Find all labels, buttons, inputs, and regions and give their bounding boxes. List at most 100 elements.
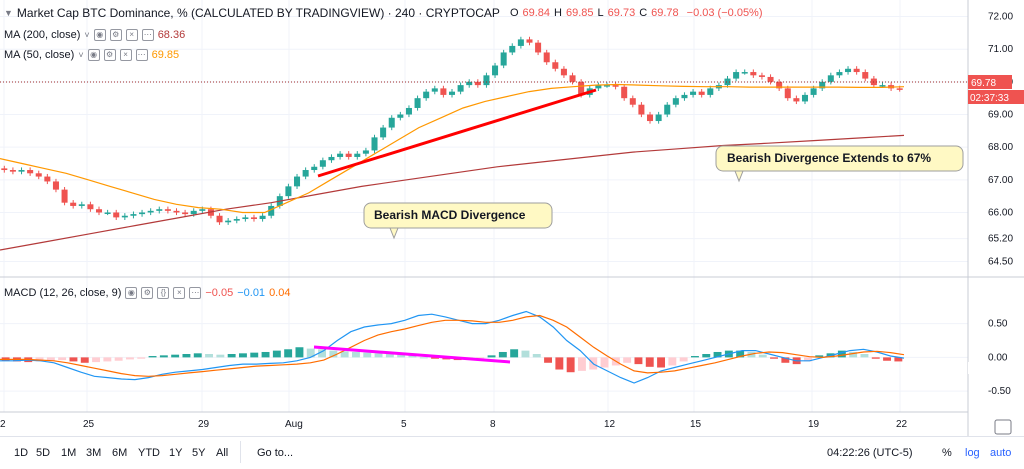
close-icon[interactable]: × [119,49,132,61]
macd-histogram-bar [238,353,247,358]
macd-histogram-bar [137,357,146,359]
ma50-label: MA (50, close) [4,49,75,61]
ohlc-o: 69.84 [522,7,551,19]
candle [552,62,559,69]
price-trendline [317,88,597,178]
candle [535,42,542,53]
time-tick-label: 29 [198,419,210,430]
range-6m[interactable]: 6M [112,447,128,459]
macd-histogram-bar [487,355,496,358]
callout1-text[interactable]: Bearish MACD Divergence [374,208,526,222]
candle [52,181,59,190]
auto-toggle[interactable]: auto [990,447,1012,459]
goto-button[interactable]: Go to... [257,447,294,459]
candle [690,91,697,95]
collapse-icon[interactable]: ▼ [4,8,13,18]
macd-histogram-bar [284,349,293,358]
time-tick-label: 22 [896,419,908,430]
ma50-value: 69.85 [151,49,180,61]
candle [681,94,688,99]
price-tick-label: 69.00 [988,110,1013,121]
macd-histogram-bar [736,350,745,358]
callout2-text[interactable]: Bearish Divergence Extends to 67% [727,151,932,165]
clock-time[interactable]: 04:22:26 (UTC-5) [827,447,913,459]
candle [259,215,266,220]
close-icon[interactable]: × [173,287,186,299]
macd-histogram-bar [58,357,67,361]
ma200-legend[interactable]: MA (200, close) ˅ ◉ ⚙ × ⋯ 68.36 [4,28,185,42]
macd-histogram-bar [295,347,304,358]
ohlc-l: 69.73 [607,7,636,19]
settings-icon[interactable]: ⚙ [109,29,122,41]
candle [758,75,765,77]
close-icon[interactable]: × [125,29,138,41]
macd-value: −0.01 [237,287,266,299]
macd-histogram-bar [702,354,711,358]
time-tick-label: Aug [285,419,303,430]
range-divider [240,441,241,463]
candle [707,88,714,95]
settings-icon[interactable]: ⚙ [141,287,154,299]
candle [78,204,85,206]
more-icon[interactable]: ⋯ [189,287,202,299]
range-all[interactable]: All [216,447,229,459]
range-1m[interactable]: 1M [61,447,77,459]
ma50-legend[interactable]: MA (50, close) ˅ ◉ ⚙ × ⋯ 69.85 [4,48,179,62]
macd-histogram-bar [351,351,360,358]
time-axis: 2 25 29 Aug 5 8 12 15 19 22 [0,419,908,430]
macd-last-badge [968,362,1008,374]
candle [578,81,585,95]
candle [182,212,189,215]
macd-histogram-bar [690,356,699,358]
macd-histogram-bar [713,351,722,358]
visibility-icon[interactable]: ◉ [87,49,100,61]
time-tick-label: 2 [0,419,6,430]
chevron-down-icon[interactable]: ˅ [78,50,84,60]
ohlc-c-label: C [639,7,648,19]
candle [526,39,533,43]
macd-histogram-bar [329,350,338,358]
symbol-title[interactable]: Market Cap BTC Dominance, % (CALCULATED … [16,6,500,20]
callout1-tail [389,227,399,240]
range-1y[interactable]: 1Y [169,447,183,459]
source-code-icon[interactable]: {} [157,287,170,299]
candle [595,85,602,89]
range-1d[interactable]: 1D [14,447,29,459]
price-tick-label: 67.00 [988,175,1013,186]
candle [362,150,369,154]
candle [250,217,257,220]
candle [311,166,318,171]
candle [543,52,550,63]
candle [621,86,628,99]
macd-legend[interactable]: MACD (12, 26, close, 9) ◉ ⚙ {} × ⋯ −0.05… [4,286,290,300]
ohlc-c: 69.78 [651,7,679,19]
macd-histogram-bar [555,357,564,370]
more-icon[interactable]: ⋯ [135,49,148,61]
visibility-icon[interactable]: ◉ [93,29,106,41]
settings-icon[interactable]: ⚙ [103,49,116,61]
more-icon[interactable]: ⋯ [141,29,154,41]
range-5d[interactable]: 5D [36,447,51,459]
candle [698,91,705,95]
chart-canvas[interactable]: 72.0071.0070.0069.0068.0067.0066.0065.20… [0,0,1024,436]
candle [9,170,16,172]
macd-tick-label: 0.00 [988,352,1008,363]
time-tick-label: 5 [401,419,407,430]
percent-toggle[interactable]: % [942,447,952,459]
candle [18,170,25,172]
candle [121,215,128,218]
range-5y[interactable]: 5Y [192,447,206,459]
price-tick-label: 66.00 [988,207,1013,218]
log-toggle[interactable]: log [965,447,980,459]
ma50-line [0,83,905,214]
macd-histogram-bar [80,357,89,363]
macd-histogram-bar [227,354,236,358]
scroll-to-end-button[interactable] [994,419,1012,435]
macd-histogram-bar [781,357,790,363]
chevron-down-icon[interactable]: ˅ [84,30,90,40]
range-3m[interactable]: 3M [86,447,102,459]
range-ytd[interactable]: YTD [138,447,160,459]
ohlc-h: 69.85 [566,7,594,19]
callout1-bubble [363,202,553,229]
visibility-icon[interactable]: ◉ [125,287,138,299]
